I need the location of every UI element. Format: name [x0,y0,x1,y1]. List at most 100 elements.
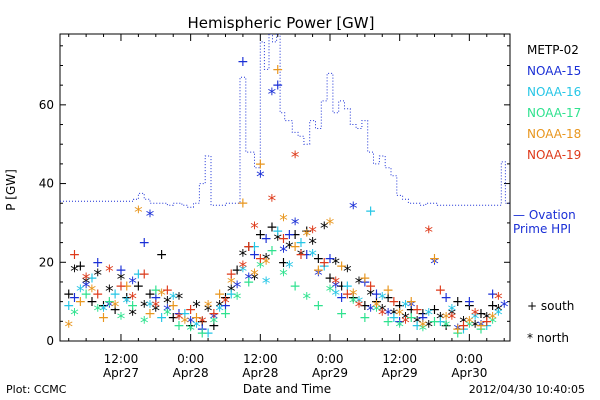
noaa-16-point: * [99,302,108,322]
noaa-15-point: + [463,294,475,310]
metp-02-point: * [192,298,201,318]
noaa-15-point: * [477,317,486,337]
noaa-18-point: * [326,215,335,235]
metp-02-point: * [152,302,161,322]
metp-02-point: * [262,250,271,270]
metp-02-point: + [220,290,232,306]
noaa-19-point: * [239,258,248,278]
noaa-15-point: * [82,278,91,298]
noaa-18-point: + [405,294,417,310]
noaa-16-point: * [239,262,248,282]
noaa-15-point: + [301,247,313,263]
noaa-17-point: * [140,313,149,333]
noaa-15-point: + [92,255,104,271]
metp-02-point: + [156,247,168,263]
noaa-16-point: + [225,286,237,302]
metp-02-point: + [231,263,243,279]
noaa-16-point: * [123,294,132,314]
noaa-15-point: + [249,247,261,263]
noaa-17-point: * [488,313,497,333]
noaa-19-point: * [471,305,480,325]
noaa-16-point: * [308,246,317,266]
noaa-16-point: * [215,302,224,322]
metp-02-point: * [82,274,91,294]
noaa-15-point: + [138,235,150,251]
noaa-19-point: + [458,318,470,334]
metp-02-point: * [273,231,282,251]
noaa-16-point: + [388,310,400,326]
noaa-15-point: + [394,314,406,330]
noaa-19-point: * [378,305,387,325]
noaa-19-point: + [92,286,104,302]
noaa-19-point: + [254,251,266,267]
noaa-19-point: + [481,314,493,330]
noaa-17-point: * [117,309,126,329]
noaa-19-point: + [365,278,377,294]
metp-02-point: * [366,286,375,306]
y-tick-label: 20 [39,255,54,269]
noaa-19-point: * [291,148,300,168]
noaa-15-point: + [359,274,371,290]
metp-02-point: * [471,317,480,337]
metp-02-point: * [448,305,457,325]
noaa-16-point: * [401,298,410,318]
noaa-15-point: * [105,298,114,318]
noaa-16-point: + [202,326,214,342]
legend-item: NOAA-18 [527,127,581,141]
noaa-18-point: + [452,322,464,338]
metp-02-point: + [167,310,179,326]
metp-02-point: * [70,262,79,282]
noaa-19-point: + [185,302,197,318]
legend-item: NOAA-16 [527,85,581,99]
noaa-17-point: * [303,290,312,310]
x-tick-time-label: 0:00 [177,352,204,366]
plot-source-label: Plot: CCMC [6,383,67,396]
x-tick-time-label: 0:00 [456,352,483,366]
noaa-17-point: + [103,294,115,310]
noaa-19-point: + [138,267,150,283]
chart-title: Hemispheric Power [GW] [188,14,375,32]
noaa-18-point: + [121,278,133,294]
noaa-19-point: + [115,278,127,294]
noaa-15-point: * [314,266,323,286]
noaa-18-point: * [372,298,381,318]
noaa-18-point: * [250,266,259,286]
noaa-17-point: * [70,305,79,325]
metp-02-point: + [313,251,325,267]
model-legend-label: — Ovation [513,208,576,222]
noaa-17-point: * [465,317,474,337]
noaa-16-point: + [179,306,191,322]
noaa-17-point: + [243,274,255,290]
noaa-16-point: + [249,239,261,255]
noaa-15-point: + [440,290,452,306]
legend-north-marker: * north [527,331,569,345]
noaa-18-point: + [167,298,179,314]
noaa-17-point: + [127,298,139,314]
legend-item: NOAA-15 [527,64,581,78]
metp-02-point: * [140,298,149,318]
noaa-16-point: * [471,309,480,329]
metp-02-point: * [285,239,294,259]
noaa-15-point: * [210,309,219,329]
noaa-19-point: + [434,282,446,298]
x-axis-label: Date and Time [243,382,331,396]
x-tick-date-label: Apr28 [242,366,278,380]
metp-02-point: + [278,255,290,271]
noaa-17-point: * [233,290,242,310]
noaa-15-point: + [115,263,127,279]
noaa-16-point: * [494,305,503,325]
noaa-17-point: * [326,282,335,302]
noaa-16-point: * [285,258,294,278]
noaa-15-point: * [291,215,300,235]
noaa-17-point: * [163,305,172,325]
noaa-19-point: * [448,309,457,329]
metp-02-point: * [378,302,387,322]
noaa-15-point: * [384,305,393,325]
metp-02-point: * [250,270,259,290]
noaa-15-point: * [430,254,439,274]
y-axis-label: P [GW] [4,169,18,211]
x-tick-time-label: 0:00 [317,352,344,366]
noaa-16-point: + [434,314,446,330]
metp-02-point: * [175,290,184,310]
metp-02-point: * [93,266,102,286]
